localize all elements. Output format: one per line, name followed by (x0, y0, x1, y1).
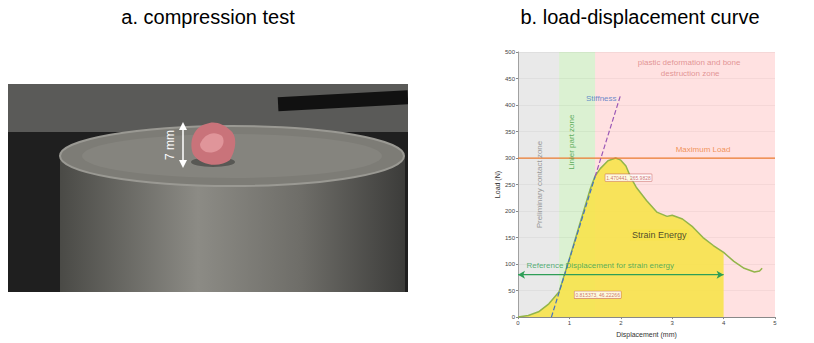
svg-text:Preliminary contact zone: Preliminary contact zone (535, 140, 544, 228)
svg-text:Strain Energy: Strain Energy (632, 230, 687, 240)
html-text:a. compression test: a. compression test (121, 6, 295, 28)
svg-text:300: 300 (505, 155, 516, 161)
svg-text:500: 500 (505, 49, 516, 55)
svg-text:Stiffness: Stiffness (586, 94, 617, 103)
svg-text:400: 400 (505, 102, 516, 108)
svg-text:destruction zone: destruction zone (661, 69, 720, 78)
svg-text:1.470441, 265.9828: 1.470441, 265.9828 (606, 175, 651, 181)
svg-text:2: 2 (619, 320, 623, 326)
svg-text:7 mm: 7 mm (163, 130, 177, 160)
svg-text:3: 3 (671, 320, 675, 326)
svg-text:0: 0 (516, 320, 520, 326)
svg-text:5: 5 (773, 320, 777, 326)
svg-text:Displacement (mm): Displacement (mm) (616, 331, 677, 339)
svg-text:450: 450 (505, 76, 516, 82)
svg-text:150: 150 (505, 235, 516, 241)
svg-text:Load (N): Load (N) (494, 171, 502, 198)
svg-text:50: 50 (508, 288, 515, 294)
svg-text:1: 1 (568, 320, 572, 326)
svg-text:Linier part zone: Linier part zone (567, 114, 576, 170)
svg-text:0: 0 (512, 314, 516, 320)
svg-text:4: 4 (722, 320, 726, 326)
html-text:b. load-displacement curve: b. load-displacement curve (520, 6, 760, 28)
svg-text:plastic deformation and bone: plastic deformation and bone (638, 58, 743, 67)
svg-text:350: 350 (505, 129, 516, 135)
svg-text:100: 100 (505, 261, 516, 267)
svg-text:0.815373, 46.22266: 0.815373, 46.22266 (575, 292, 620, 298)
svg-text:250: 250 (505, 182, 516, 188)
svg-text:Maximum Load: Maximum Load (676, 145, 731, 154)
svg-text:Reference Displacement for str: Reference Displacement for strain energy (526, 261, 674, 270)
svg-text:200: 200 (505, 208, 516, 214)
